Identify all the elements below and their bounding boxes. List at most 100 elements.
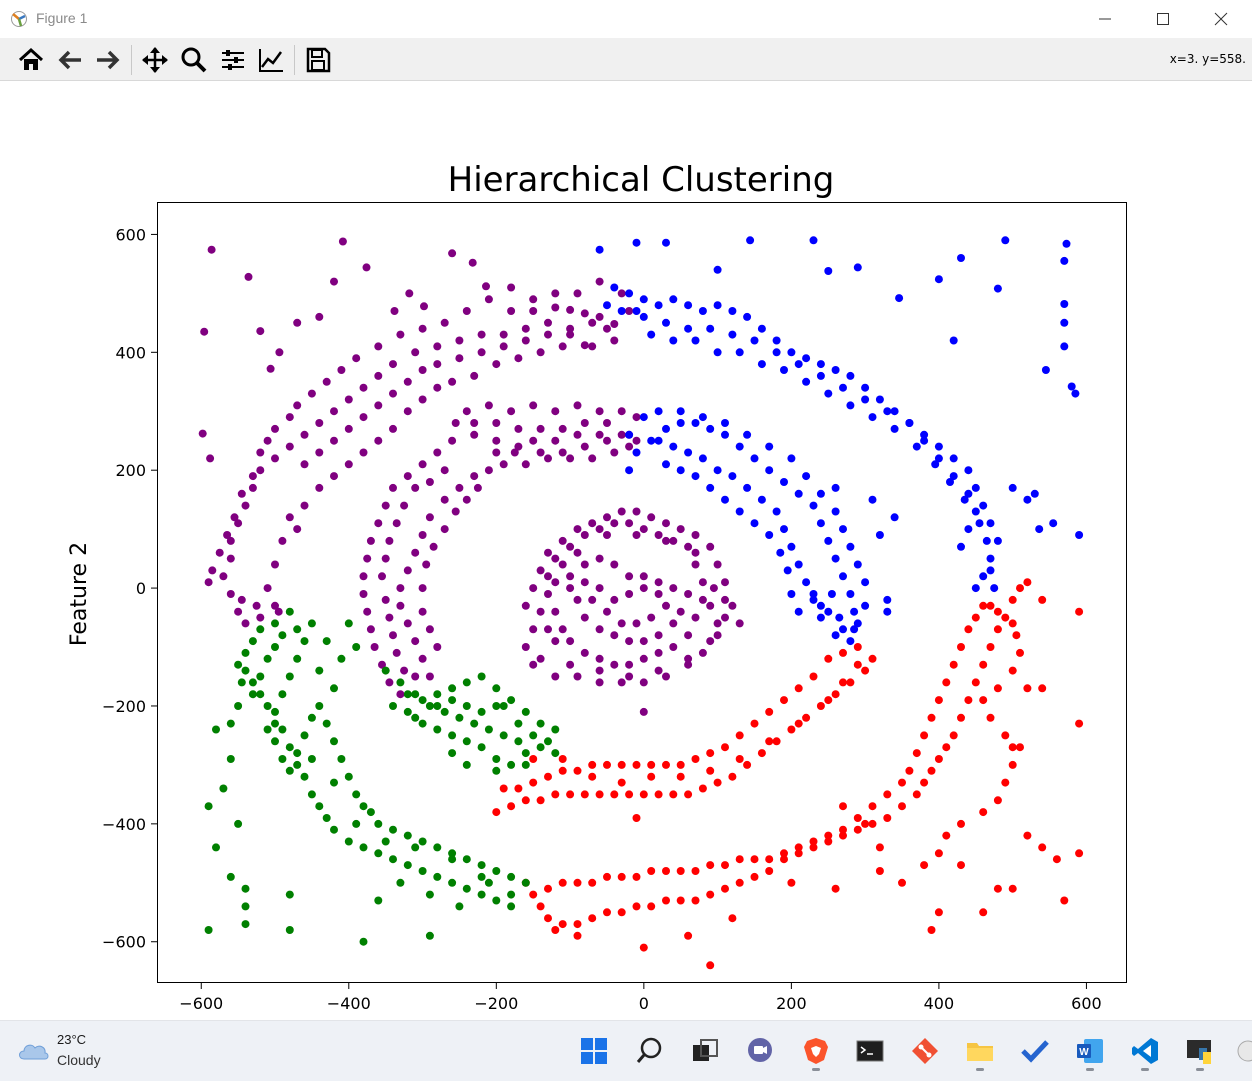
scatter-point [816,489,825,498]
scatter-point [529,436,538,445]
maximize-button[interactable] [1134,0,1192,38]
scatter-point [425,890,434,899]
scatter-point [271,601,279,610]
scatter-point [964,696,973,705]
scatter-point [1075,719,1084,728]
terminal-button[interactable] [852,1033,888,1069]
scatter-point [418,696,427,705]
word-icon: W [1077,1039,1103,1063]
scatter-point [662,318,670,327]
scatter-point [573,920,582,929]
scatter-point [551,725,560,734]
forward-button[interactable] [91,43,125,77]
scatter-point [721,495,729,504]
scatter-point [728,307,737,315]
brave-browser-button[interactable] [798,1033,834,1071]
scatter-point [824,267,833,275]
scatter-point [588,595,597,604]
save-button[interactable] [301,43,335,77]
scatter-point [850,607,859,616]
scatter-point [765,442,774,451]
task-view-button[interactable] [687,1033,723,1069]
scatter-point [322,814,331,822]
zoom-button[interactable] [177,43,211,77]
scatter-point [455,902,464,911]
scatter-point [400,666,409,675]
scatter-point [684,790,693,799]
scatter-point [846,678,855,687]
edit-axes-button[interactable] [254,43,288,77]
scatter-point [713,778,722,787]
pan-button[interactable] [138,43,172,77]
scatter-point [566,330,575,339]
scatter-point [617,872,626,881]
figure-canvas[interactable]: Hierarchical Clustering Feature 2 −600 −4… [0,81,1252,1021]
x-tick-label: 0 [639,994,649,1013]
scatter-point [223,531,232,539]
scatter-point [617,778,626,787]
scatter-point [448,436,457,445]
file-explorer-button[interactable] [962,1033,998,1071]
scatter-point [993,625,1002,634]
scatter-point [573,595,582,604]
home-button[interactable] [14,43,48,77]
scatter-point [676,466,685,475]
scatter-point [669,442,678,451]
scatter-point [411,843,420,852]
word-button[interactable]: W [1072,1033,1108,1071]
scatter-point [248,472,257,481]
teams-chat-icon [748,1038,772,1062]
scatter-point [603,436,611,445]
scatter-point [285,890,294,899]
scatter-point [499,330,508,339]
overflow-app-button[interactable] [1234,1033,1252,1069]
scatter-point [794,843,803,852]
close-button[interactable] [1192,0,1250,38]
weather-temperature[interactable]: 23°C [57,1032,87,1047]
scatter-chart: Hierarchical Clustering Feature 2 −600 −4… [67,160,1127,1013]
scatter-point [433,448,442,457]
scatter-point [617,760,626,769]
scatter-point [713,619,722,628]
scatter-point [802,578,811,587]
scatter-point [639,413,648,422]
scatter-point [595,790,604,799]
scatter-point [477,872,486,881]
python-button[interactable] [1182,1033,1218,1071]
scatter-point [957,713,965,722]
vscode-button[interactable] [1127,1033,1163,1071]
scatter-point [558,920,567,929]
teams-chat-button[interactable] [742,1033,778,1069]
start-button[interactable] [576,1033,612,1069]
scatter-point [455,336,464,345]
scatter-point [425,672,434,681]
scatter-point [477,890,486,899]
scatter-point [529,295,538,304]
scatter-point [219,572,228,581]
scatter-point [750,454,759,463]
scatter-point [470,719,479,728]
scatter-point [647,613,656,622]
scatter-point [603,872,611,881]
git-button[interactable] [907,1033,943,1069]
scatter-point [706,483,715,492]
toolbar-separator [294,45,295,75]
back-button[interactable] [53,43,87,77]
weather-condition[interactable]: Cloudy [57,1052,101,1068]
taskbar-search-button[interactable] [632,1033,668,1069]
scatter-point [750,519,759,528]
scatter-point [588,519,597,528]
scatter-point [912,749,921,758]
scatter-point [883,790,892,799]
subplots-button[interactable] [216,43,250,77]
scatter-point [352,643,361,651]
scatter-point [960,495,969,504]
scatter-point [934,454,943,463]
todo-button[interactable] [1017,1033,1053,1069]
scatter-point [573,289,582,298]
minimize-button[interactable] [1076,0,1134,38]
scatter-point [993,884,1002,893]
scatter-point [979,696,988,705]
scatter-point [330,825,338,834]
cloud-icon[interactable] [16,1037,50,1063]
